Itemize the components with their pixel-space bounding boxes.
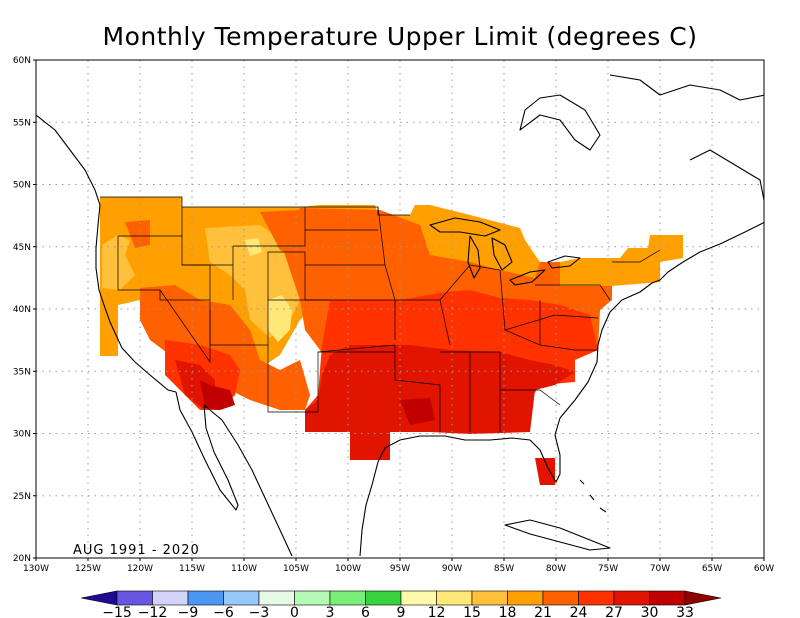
zone-30-33 <box>400 398 435 425</box>
colorbar-swatch <box>542 590 579 606</box>
zone-27-30 <box>535 458 555 485</box>
lat-tick-label: 45N <box>13 243 31 253</box>
colorbar-label: 21 <box>534 605 552 618</box>
colorbar-label: 30 <box>641 605 659 618</box>
lat-tick-label: 25N <box>13 492 31 502</box>
colorbar-label: 0 <box>290 605 299 618</box>
colorbar-low-arrow <box>80 590 118 606</box>
longitude-tick-labels: 130W 125W 120W 115W 110W 105W 100W 95W 90W 85W 80W… <box>23 558 774 574</box>
colorbar-swatch <box>223 590 260 606</box>
colorbar-swatch <box>471 590 508 606</box>
colorbar-swatch <box>329 590 366 606</box>
lat-lon-grid <box>36 60 764 558</box>
lon-tick-label: 105W <box>283 564 309 574</box>
colorbar-label: −15 <box>102 605 132 618</box>
colorbar-label: −9 <box>178 605 199 618</box>
colorbar-label: 9 <box>397 605 406 618</box>
lon-tick-label: 110W <box>231 564 257 574</box>
colorbar-high-arrow <box>684 590 722 606</box>
lon-tick-label: 60W <box>754 564 774 574</box>
lat-tick-label: 60N <box>13 56 31 66</box>
colorbar-swatch <box>365 590 402 606</box>
colorbar: −15 −12 −9 −6 −3 0 3 6 9 12 15 18 21 24 27 30 33 <box>80 590 722 618</box>
lon-tick-label: 75W <box>598 564 618 574</box>
lon-tick-label: 65W <box>702 564 722 574</box>
colorbar-label: 3 <box>326 605 335 618</box>
colorbar-label: −12 <box>138 605 168 618</box>
colorbar-label: 15 <box>463 605 481 618</box>
lon-tick-label: 130W <box>23 564 49 574</box>
lon-tick-label: 95W <box>390 564 410 574</box>
colorbar-swatch <box>116 590 153 606</box>
lon-tick-label: 100W <box>335 564 361 574</box>
colorbar-label: 18 <box>499 605 517 618</box>
lat-tick-label: 55N <box>13 118 31 128</box>
map-title: Monthly Temperature Upper Limit (degrees… <box>102 22 698 51</box>
colorbar-label: −6 <box>213 605 234 618</box>
colorbar-label: 12 <box>428 605 446 618</box>
colorbar-swatch <box>649 590 686 606</box>
zone-30-33 <box>200 380 235 410</box>
colorbar-swatch <box>436 590 473 606</box>
lon-tick-label: 70W <box>650 564 670 574</box>
state-boundaries <box>100 196 661 432</box>
colorbar-swatch <box>294 590 331 606</box>
lat-tick-label: 30N <box>13 430 31 440</box>
colorbar-swatch <box>152 590 189 606</box>
colorbar-label: 6 <box>361 605 370 618</box>
lon-tick-label: 125W <box>75 564 101 574</box>
temperature-field <box>100 197 683 485</box>
colorbar-swatch <box>578 590 615 606</box>
lon-tick-label: 115W <box>179 564 205 574</box>
colorbar-swatch <box>258 590 295 606</box>
zone-12-15 <box>268 295 292 342</box>
zone-21-24 <box>260 210 300 260</box>
zone-21-24 <box>140 285 310 410</box>
lat-tick-label: 50N <box>13 181 31 191</box>
colorbar-swatch <box>400 590 437 606</box>
lat-tick-label: 20N <box>13 554 31 564</box>
lon-tick-label: 120W <box>127 564 153 574</box>
colorbar-swatch <box>187 590 224 606</box>
lat-tick-label: 35N <box>13 367 31 377</box>
colorbar-label: −3 <box>249 605 270 618</box>
colorbar-label: 24 <box>570 605 588 618</box>
colorbar-label: 27 <box>605 605 623 618</box>
zone-15-18 <box>102 235 135 290</box>
period-label: AUG 1991 - 2020 <box>73 543 200 558</box>
colorbar-swatch <box>613 590 650 606</box>
zone-21-24 <box>125 220 150 248</box>
lon-tick-label: 85W <box>494 564 514 574</box>
colorbar-label: 33 <box>676 605 694 618</box>
lat-tick-label: 40N <box>13 305 31 315</box>
lon-tick-label: 90W <box>442 564 462 574</box>
colorbar-swatch <box>507 590 544 606</box>
lon-tick-label: 80W <box>546 564 566 574</box>
latitude-tick-labels: 20N 25N 30N 35N 40N 45N 50N 55N 60N <box>13 56 36 564</box>
zone-12-15 <box>245 238 262 256</box>
coastlines <box>36 74 764 557</box>
